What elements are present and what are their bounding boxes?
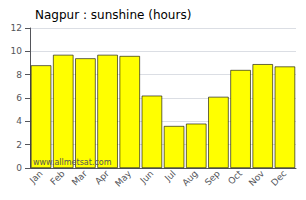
svg-text:Jun: Jun [138, 168, 156, 186]
svg-text:Feb: Feb [48, 168, 67, 187]
svg-text:Nov: Nov [247, 168, 267, 188]
svg-text:2: 2 [16, 140, 22, 150]
svg-text:Jul: Jul [162, 168, 177, 183]
svg-text:Aug: Aug [180, 168, 199, 187]
svg-text:Mar: Mar [70, 168, 89, 187]
svg-text:8: 8 [16, 70, 22, 80]
svg-text:Sep: Sep [203, 168, 222, 187]
svg-text:0: 0 [16, 163, 22, 173]
svg-text:4: 4 [16, 116, 22, 126]
svg-text:12: 12 [11, 23, 22, 33]
svg-text:6: 6 [16, 93, 22, 103]
svg-text:10: 10 [11, 46, 23, 56]
svg-text:Nagpur : sunshine (hours): Nagpur : sunshine (hours) [35, 8, 191, 22]
svg-text:www.allmetsat.com: www.allmetsat.com [33, 158, 112, 167]
svg-text:Apr: Apr [93, 168, 111, 186]
svg-text:May: May [113, 168, 134, 189]
svg-text:Oct: Oct [226, 168, 244, 186]
svg-text:Dec: Dec [269, 168, 288, 187]
svg-text:Jan: Jan [27, 168, 45, 186]
